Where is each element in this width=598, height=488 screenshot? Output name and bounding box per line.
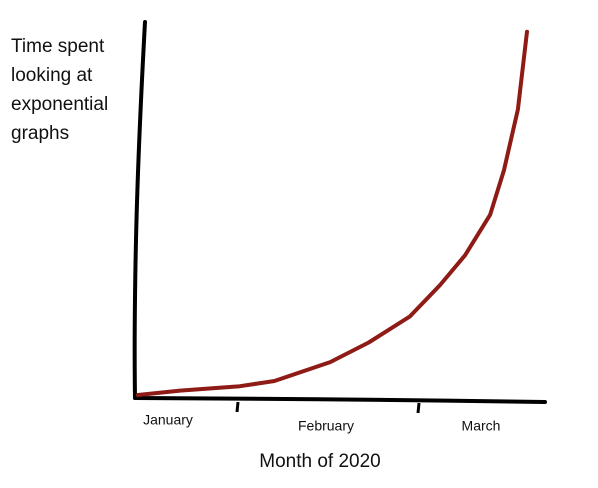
month-divider [416, 402, 421, 414]
curve [135, 29, 529, 397]
y-axis-label: Time spent looking at exponential graphs [11, 36, 109, 144]
month-divider [235, 401, 240, 413]
y-axis [132, 20, 147, 400]
x-category-label: February [298, 418, 354, 434]
x-category-label: March [462, 418, 501, 434]
x-axis-label: Month of 2020 [259, 451, 380, 472]
x-category-label: January [143, 412, 193, 428]
x-axis [133, 396, 547, 404]
